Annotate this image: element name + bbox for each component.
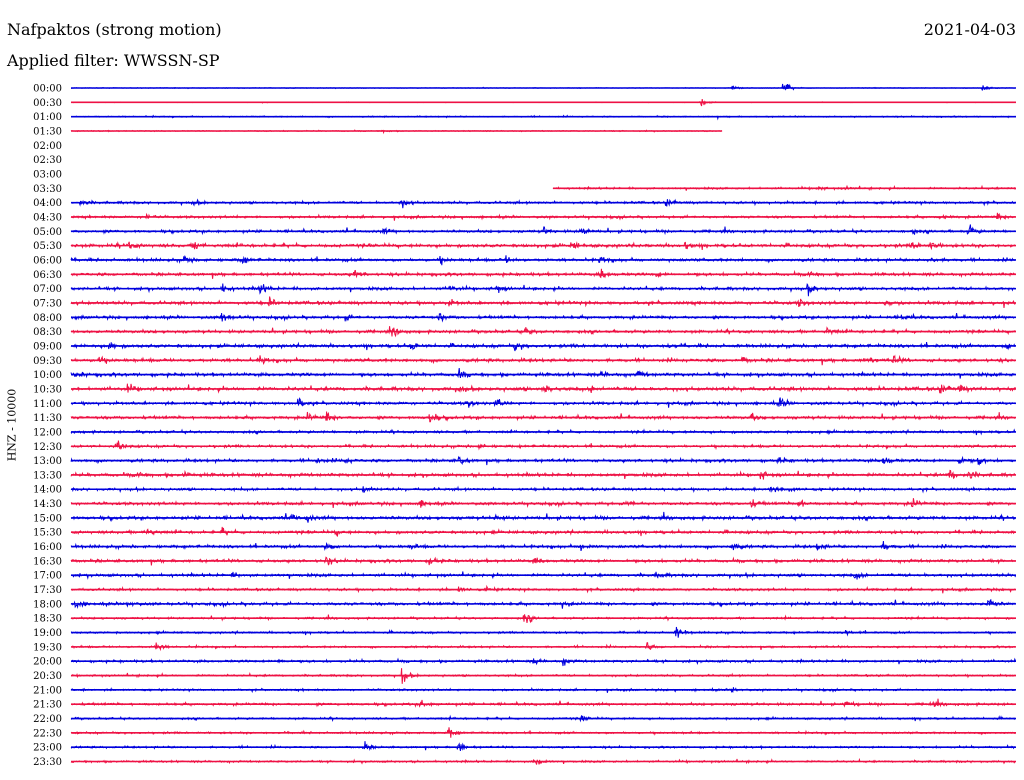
- trace-1130: [70, 411, 1016, 423]
- time-tick-label: 10:30: [33, 384, 62, 395]
- time-tick-label: 14:00: [33, 485, 62, 496]
- time-tick-label: 04:00: [33, 198, 62, 209]
- time-tick-label: 19:00: [33, 628, 62, 639]
- time-tick-label: 13:30: [33, 470, 62, 481]
- time-tick-label: 15:00: [33, 513, 62, 524]
- trace-1230: [70, 440, 1016, 451]
- time-tick-label: 01:30: [33, 126, 62, 137]
- time-tick-label: 20:00: [33, 657, 62, 668]
- time-tick-label: 23:00: [33, 743, 62, 754]
- time-tick-label: 08:00: [33, 313, 62, 324]
- time-tick-label: 11:00: [33, 399, 62, 410]
- time-tick-label: 13:00: [33, 456, 62, 467]
- time-tick-label: 05:00: [33, 227, 62, 238]
- time-tick-label: 14:30: [33, 499, 62, 510]
- time-tick-label: 23:30: [33, 757, 62, 768]
- time-tick-label: 22:30: [33, 728, 62, 739]
- time-tick-label: 03:00: [33, 169, 62, 180]
- time-tick-label: 16:30: [33, 556, 62, 567]
- time-tick-label: 18:00: [33, 599, 62, 610]
- trace-2000: [70, 657, 1016, 667]
- time-tick-label: 09:30: [33, 356, 62, 367]
- time-tick-label: 21:30: [33, 700, 62, 711]
- time-tick-label: 21:00: [33, 685, 62, 696]
- time-tick-label: 09:00: [33, 341, 62, 352]
- time-tick-label: 02:00: [33, 141, 62, 152]
- trace-0400: [70, 198, 1016, 209]
- time-tick-label: 20:30: [33, 671, 62, 682]
- time-tick-label: 08:30: [33, 327, 62, 338]
- time-tick-label: 00:30: [33, 98, 62, 109]
- time-tick-label: 15:30: [33, 528, 62, 539]
- trace-2300: [70, 741, 1016, 752]
- trace-1030: [70, 383, 1016, 394]
- trace-0700: [70, 282, 1016, 297]
- station-title: Nafpaktos (strong motion): [7, 20, 222, 39]
- trace-2130: [71, 698, 1016, 708]
- time-tick-label: 22:00: [33, 714, 62, 725]
- filter-label: Applied filter: WWSSN-SP: [7, 51, 220, 70]
- time-tick-label: 17:30: [33, 585, 62, 596]
- time-tick-label: 19:30: [33, 642, 62, 653]
- date-label: 2021-04-03: [923, 20, 1016, 39]
- time-tick-label: 17:00: [33, 571, 62, 582]
- time-tick-label: 04:30: [33, 212, 62, 223]
- time-tick-label: 02:30: [33, 155, 62, 166]
- time-tick-label: 01:00: [33, 112, 62, 123]
- trace-0500: [70, 224, 1016, 236]
- time-tick-label: 07:30: [33, 298, 62, 309]
- time-tick-label: 03:30: [33, 184, 62, 195]
- time-tick-label: 18:30: [33, 614, 62, 625]
- time-tick-label: 05:30: [33, 241, 62, 252]
- time-tick-label: 16:00: [33, 542, 62, 553]
- time-tick-label: 06:00: [33, 255, 62, 266]
- time-tick-label: 07:00: [33, 284, 62, 295]
- time-tick-label: 12:30: [33, 442, 62, 453]
- time-tick-label: 11:30: [33, 413, 62, 424]
- time-tick-label: 10:00: [33, 370, 62, 381]
- trace-1000: [70, 367, 1016, 379]
- time-tick-label: 06:30: [33, 270, 62, 281]
- time-tick-label: 00:00: [33, 84, 62, 95]
- time-tick-label: 12:00: [33, 427, 62, 438]
